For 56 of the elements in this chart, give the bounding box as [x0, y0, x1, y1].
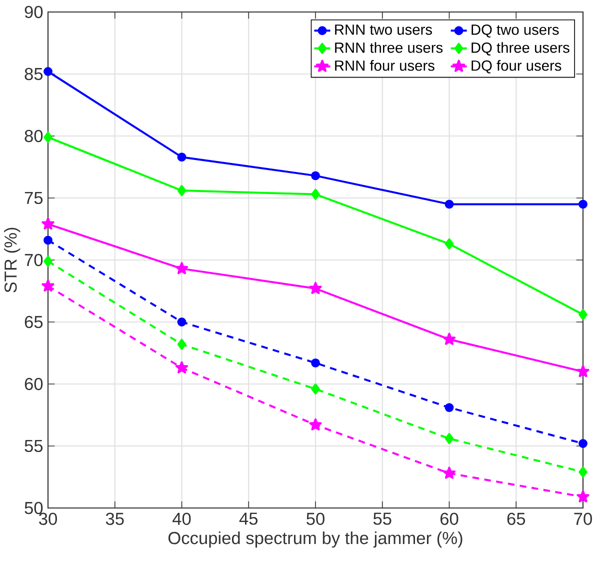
point: [311, 383, 320, 394]
point: [444, 433, 454, 444]
legend-label: DQ three users: [472, 42, 570, 56]
legend-label: RNN three users: [335, 42, 443, 53]
point: [309, 282, 322, 294]
point: [44, 132, 52, 143]
x-tick-label: 55: [373, 512, 392, 525]
point: [311, 188, 320, 200]
x-tick-label: 70: [574, 512, 592, 525]
point: [42, 279, 54, 292]
point: [578, 309, 588, 320]
y-tick-label: 60: [24, 378, 43, 390]
y-tick-label: 90: [24, 6, 43, 18]
point: [177, 318, 186, 326]
point: [578, 439, 588, 448]
point: [311, 358, 320, 368]
y-tick-label: 70: [24, 254, 43, 266]
y-tick-label: 65: [24, 316, 43, 328]
y-tick-label: 50: [24, 502, 43, 514]
legend-label: RNN two users: [335, 24, 432, 35]
point: [578, 200, 588, 209]
point: [578, 466, 588, 478]
point: [44, 236, 52, 245]
x-tick-label: 60: [440, 512, 458, 525]
point: [444, 200, 454, 209]
x-tick-label: 65: [507, 512, 526, 525]
y-axis-title: STR (%): [4, 228, 20, 292]
legend-label: RNN four users: [335, 60, 434, 71]
point: [309, 418, 322, 430]
y-tick-label: 85: [24, 68, 43, 80]
y-tick-label: 55: [24, 440, 43, 452]
x-tick-label: 45: [239, 512, 258, 525]
point: [576, 365, 590, 378]
point: [177, 338, 186, 350]
legend-label: DQ two users: [472, 24, 559, 38]
point: [442, 466, 456, 479]
x-tick-label: 30: [39, 512, 57, 525]
point: [42, 217, 54, 230]
point: [175, 361, 188, 374]
point: [576, 490, 590, 502]
point: [442, 332, 456, 345]
x-tick-label: 40: [172, 512, 191, 525]
point: [311, 171, 320, 180]
x-tick-label: 50: [306, 512, 324, 525]
point: [177, 185, 186, 196]
point: [44, 67, 52, 76]
x-tick-label: 35: [106, 512, 124, 525]
y-tick-label: 80: [24, 130, 43, 142]
point: [444, 238, 454, 250]
point: [175, 262, 188, 274]
point: [177, 152, 186, 162]
point: [44, 256, 52, 267]
y-tick-label: 75: [24, 192, 43, 204]
x-axis-title: Occupied spectrum by the jammer (%): [168, 531, 462, 548]
legend-label: DQ four users: [472, 60, 562, 74]
point: [444, 403, 454, 412]
